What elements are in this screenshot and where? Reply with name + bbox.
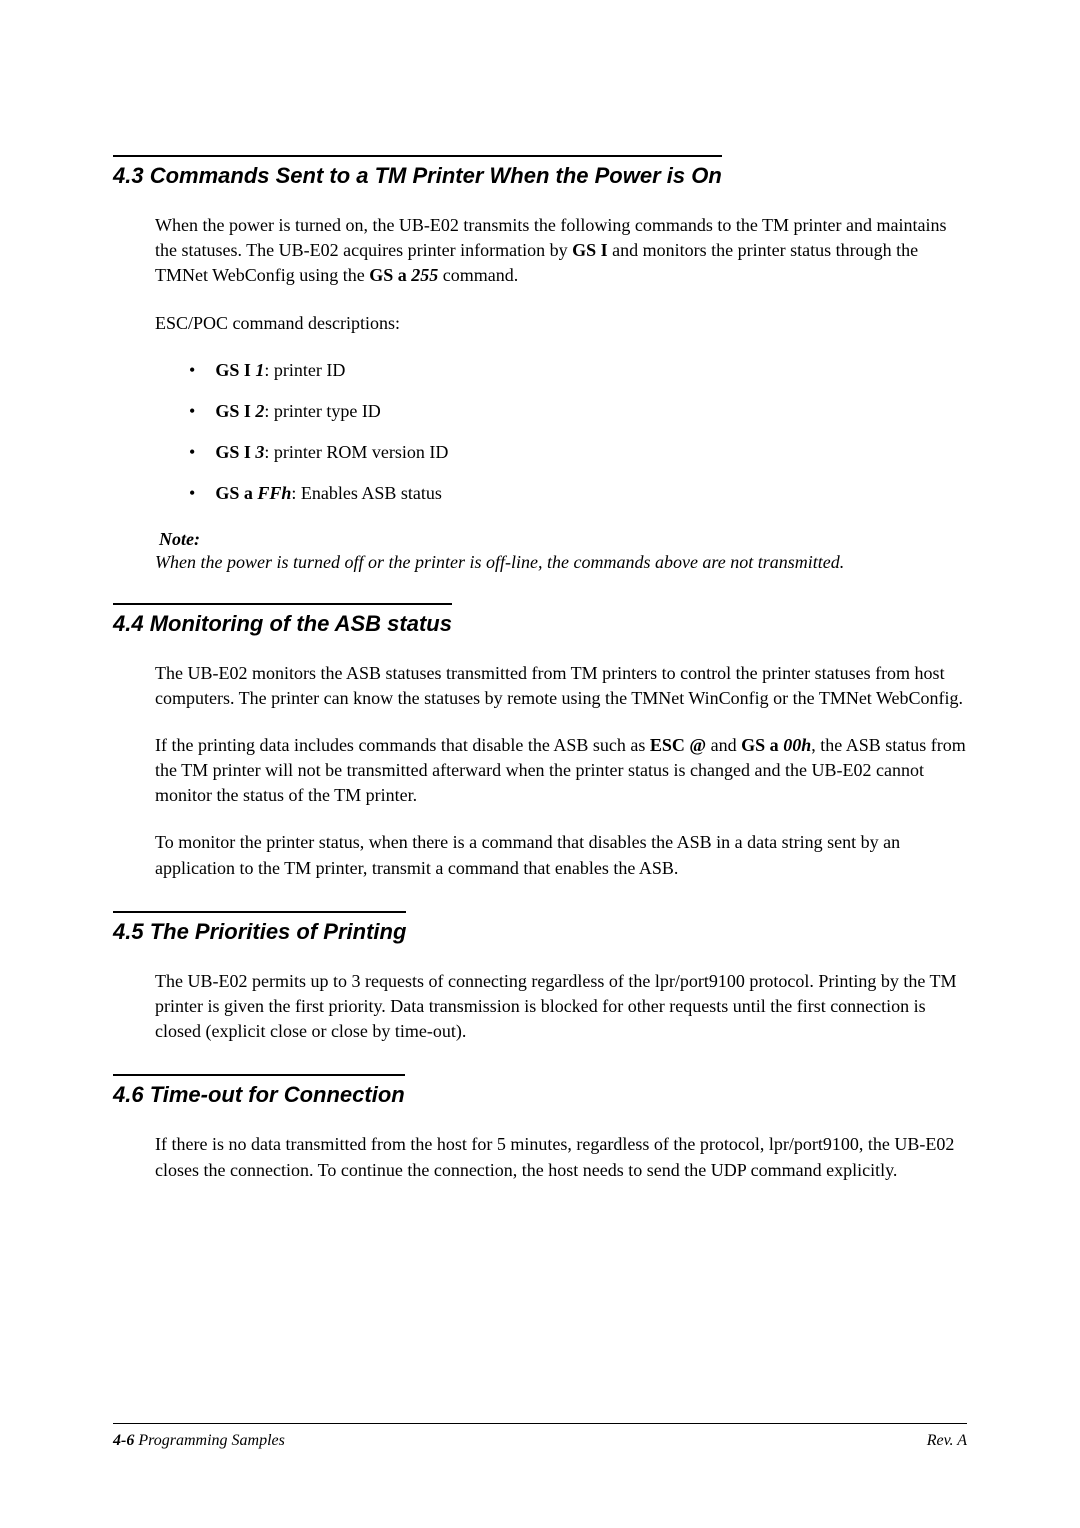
paragraph: If there is no data transmitted from the… <box>113 1132 967 1182</box>
bullet-list: • GS I 1: printer ID • GS I 2: printer t… <box>113 358 967 507</box>
text-bold: GS I <box>572 240 608 260</box>
text-bold-italic: 3 <box>251 442 265 462</box>
text: : printer ROM version ID <box>264 442 448 462</box>
text-bold: GS a <box>215 483 253 503</box>
footer-page-number: 4-6 <box>113 1432 134 1449</box>
section-heading-4-3: 4.3 Commands Sent to a TM Printer When t… <box>113 155 722 189</box>
section-heading-4-5: 4.5 The Priorities of Printing <box>113 911 406 945</box>
list-item-text: GS I 1: printer ID <box>215 358 345 383</box>
text: : Enables ASB status <box>291 483 442 503</box>
paragraph: ESC/POC command descriptions: <box>113 311 967 336</box>
text-bold: GS a <box>369 265 407 285</box>
list-item-text: GS I 3: printer ROM version ID <box>215 440 448 465</box>
text-bold-italic: 1 <box>251 360 265 380</box>
text: If the printing data includes commands t… <box>155 735 650 755</box>
footer-title: Programming Samples <box>134 1432 285 1449</box>
list-item-text: GS I 2: printer type ID <box>215 399 381 424</box>
text-bold-italic: 255 <box>407 265 439 285</box>
text: : printer type ID <box>264 401 380 421</box>
paragraph: When the power is turned on, the UB-E02 … <box>113 213 967 289</box>
text-bold: ESC @ <box>650 735 706 755</box>
paragraph: If the printing data includes commands t… <box>113 733 967 809</box>
section-4-6: 4.6 Time-out for Connection If there is … <box>113 1074 967 1182</box>
bullet-icon: • <box>189 481 195 506</box>
text: command. <box>438 265 518 285</box>
bullet-icon: • <box>189 440 195 465</box>
text-bold: GS a <box>741 735 779 755</box>
section-4-5: 4.5 The Priorities of Printing The UB-E0… <box>113 911 967 1045</box>
list-item: • GS a FFh: Enables ASB status <box>155 481 967 506</box>
section-heading-4-4: 4.4 Monitoring of the ASB status <box>113 603 452 637</box>
section-4-4: 4.4 Monitoring of the ASB status The UB-… <box>113 603 967 881</box>
section-heading-4-6: 4.6 Time-out for Connection <box>113 1074 405 1108</box>
note-text: When the power is turned off or the prin… <box>113 552 967 573</box>
list-item-text: GS a FFh: Enables ASB status <box>215 481 442 506</box>
text-bold-italic: 00h <box>779 735 812 755</box>
list-item: • GS I 3: printer ROM version ID <box>155 440 967 465</box>
list-item: • GS I 1: printer ID <box>155 358 967 383</box>
text-bold-italic: 2 <box>251 401 265 421</box>
text-bold: GS I <box>215 360 251 380</box>
section-4-3: 4.3 Commands Sent to a TM Printer When t… <box>113 155 967 573</box>
footer-left: 4-6 Programming Samples <box>113 1432 285 1450</box>
bullet-icon: • <box>189 358 195 383</box>
list-item: • GS I 2: printer type ID <box>155 399 967 424</box>
page-footer: 4-6 Programming Samples Rev. A <box>113 1423 967 1450</box>
text-bold: GS I <box>215 401 251 421</box>
text: and <box>706 735 741 755</box>
text-bold: GS I <box>215 442 251 462</box>
text-bold-italic: FFh <box>253 483 292 503</box>
paragraph: The UB-E02 permits up to 3 requests of c… <box>113 969 967 1045</box>
paragraph: To monitor the printer status, when ther… <box>113 830 967 880</box>
footer-revision: Rev. A <box>927 1432 967 1450</box>
bullet-icon: • <box>189 399 195 424</box>
note-label: Note: <box>113 529 967 550</box>
paragraph: The UB-E02 monitors the ASB statuses tra… <box>113 661 967 711</box>
text: : printer ID <box>264 360 345 380</box>
